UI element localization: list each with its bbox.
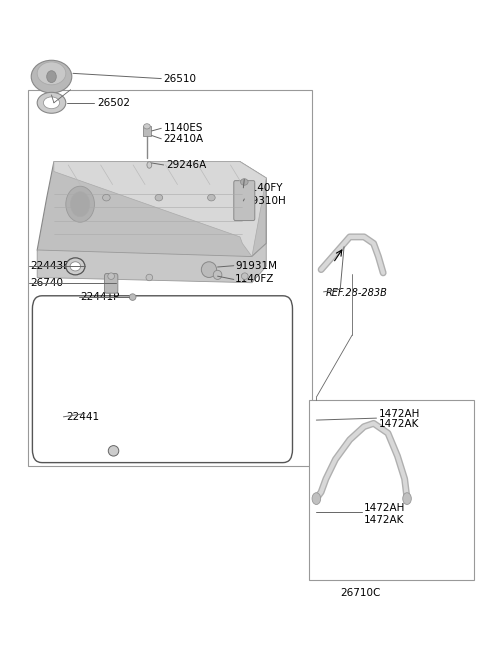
Ellipse shape [37, 62, 66, 85]
Ellipse shape [213, 270, 222, 279]
Text: 1472AH: 1472AH [378, 409, 420, 419]
Bar [28, 90, 312, 466]
Text: 26740: 26740 [30, 278, 63, 288]
Text: 1472AK: 1472AK [378, 419, 419, 429]
Text: 22410A: 22410A [164, 134, 204, 144]
Polygon shape [37, 162, 266, 269]
Text: 1140ES: 1140ES [164, 124, 203, 133]
Ellipse shape [144, 124, 150, 129]
Text: 26710C: 26710C [340, 589, 381, 599]
Ellipse shape [240, 179, 248, 185]
Text: 91931M: 91931M [235, 261, 277, 271]
Polygon shape [37, 244, 266, 283]
Ellipse shape [129, 294, 136, 300]
Ellipse shape [241, 273, 248, 279]
Polygon shape [54, 162, 266, 256]
Ellipse shape [103, 194, 110, 201]
Text: 22441P: 22441P [80, 292, 120, 302]
Ellipse shape [146, 274, 153, 281]
Ellipse shape [66, 186, 95, 222]
Ellipse shape [155, 194, 163, 201]
Text: 26502: 26502 [97, 98, 130, 108]
Text: 29246A: 29246A [166, 160, 206, 170]
FancyBboxPatch shape [234, 181, 255, 221]
Ellipse shape [108, 273, 115, 279]
Ellipse shape [43, 97, 60, 108]
Text: 1140FY: 1140FY [245, 183, 283, 193]
Bar [309, 401, 474, 580]
Ellipse shape [47, 71, 56, 83]
FancyBboxPatch shape [105, 273, 118, 293]
Text: 1472AK: 1472AK [364, 514, 405, 524]
Text: 39310H: 39310H [245, 196, 286, 206]
Ellipse shape [37, 93, 66, 113]
Ellipse shape [70, 261, 81, 271]
Text: 22441: 22441 [66, 412, 99, 422]
Ellipse shape [207, 194, 215, 201]
Text: 1140FZ: 1140FZ [235, 275, 275, 284]
Text: REF.28-283B: REF.28-283B [326, 288, 388, 298]
Bar [143, 126, 151, 135]
Text: 26510: 26510 [164, 74, 197, 83]
Ellipse shape [31, 60, 72, 93]
Ellipse shape [201, 261, 216, 277]
Text: 22443B: 22443B [30, 261, 70, 271]
Ellipse shape [312, 493, 321, 505]
Text: 1472AH: 1472AH [364, 503, 406, 513]
Ellipse shape [71, 192, 90, 217]
Ellipse shape [403, 493, 411, 505]
Ellipse shape [147, 162, 152, 168]
Ellipse shape [108, 445, 119, 456]
Ellipse shape [66, 258, 85, 275]
